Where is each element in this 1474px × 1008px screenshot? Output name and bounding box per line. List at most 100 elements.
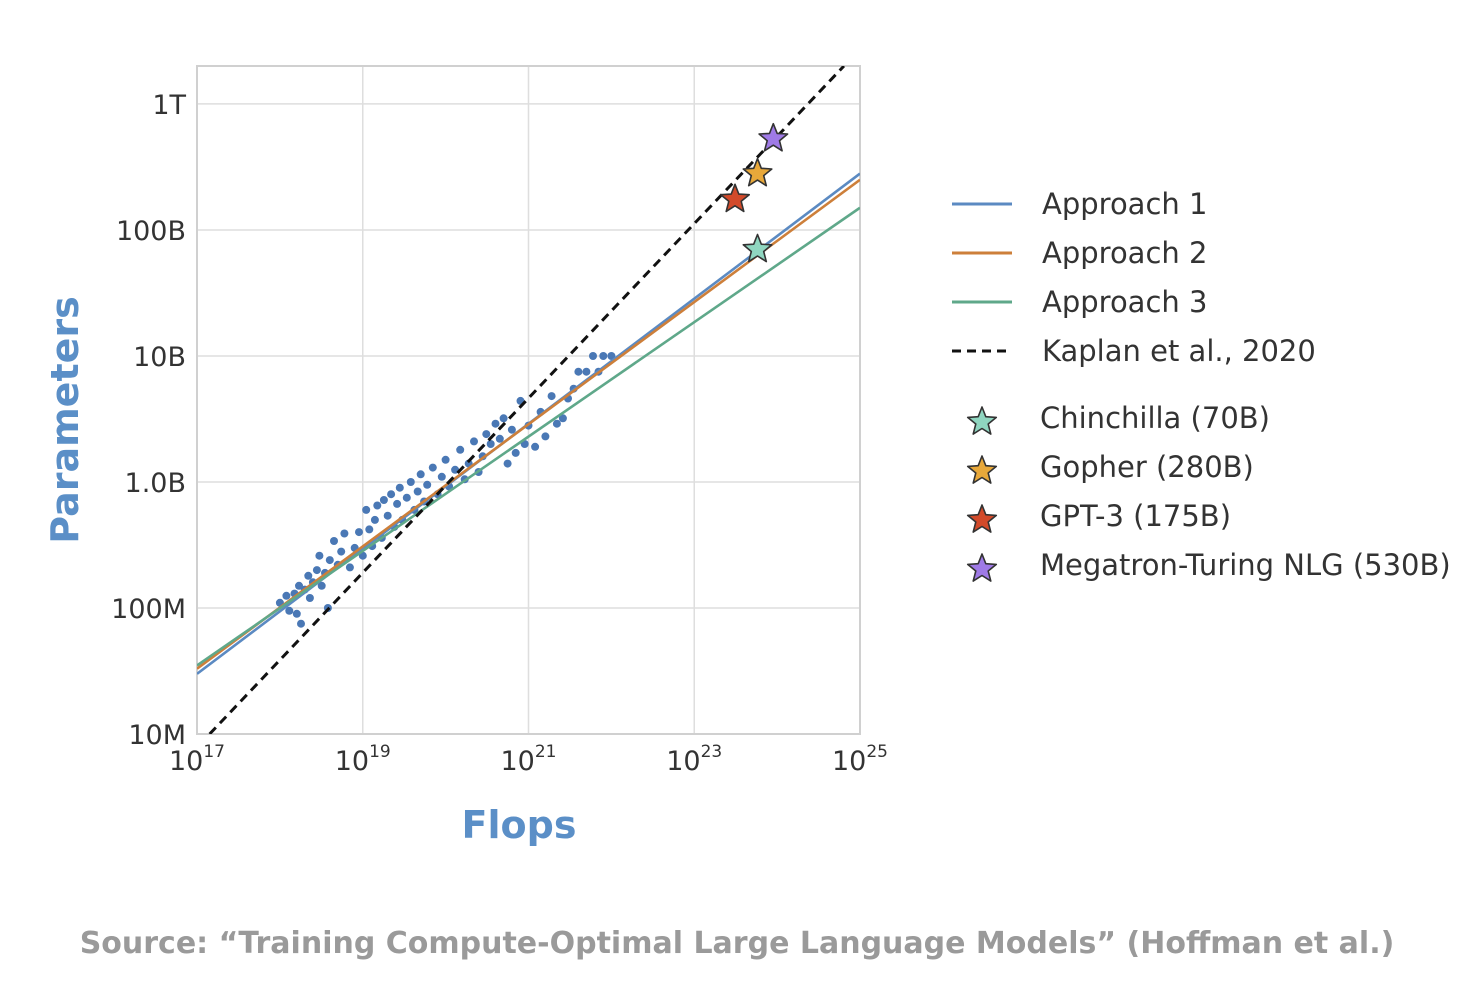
data-point <box>365 525 374 534</box>
x-tick-label: 1025 <box>832 742 888 777</box>
data-point <box>383 511 392 520</box>
x-tick-base: 10 <box>832 746 866 777</box>
x-tick-exponent: 21 <box>535 742 557 762</box>
legend-label: Gopher (280B) <box>1040 450 1254 484</box>
data-point <box>395 483 404 492</box>
legend-label: Megatron-Turing NLG (530B) <box>1040 548 1451 582</box>
data-point <box>413 487 422 496</box>
y-tick-label: 10M <box>128 720 186 751</box>
y-axis-title: Parameters <box>43 296 87 544</box>
y-tick-label: 1.0B <box>125 468 186 499</box>
model-star <box>742 157 773 187</box>
data-point <box>607 352 616 360</box>
data-point <box>285 606 294 615</box>
data-point <box>325 556 334 565</box>
data-point <box>295 581 303 590</box>
data-point <box>292 609 301 618</box>
data-point <box>547 392 556 401</box>
data-point <box>552 419 561 428</box>
data-point <box>406 478 415 486</box>
data-point <box>558 414 567 423</box>
data-point <box>370 515 379 524</box>
legend-label: Chinchilla (70B) <box>1040 401 1270 435</box>
data-point <box>486 440 495 448</box>
series-line <box>197 206 860 667</box>
x-tick-base: 10 <box>169 746 203 777</box>
x-axis-title: Flops <box>462 803 577 847</box>
data-point <box>330 537 338 545</box>
legend-star <box>966 553 998 582</box>
plot-frame <box>196 65 861 735</box>
y-tick-label: 100B <box>116 216 186 247</box>
legend: Approach 1 Approach 2 Approach 3 Kaplan et … <box>952 187 1451 582</box>
x-tick-exponent: 23 <box>701 742 723 762</box>
legend-star <box>966 406 998 435</box>
data-point <box>379 496 388 504</box>
data-point <box>402 493 411 502</box>
model-markers <box>719 122 789 263</box>
data-point <box>495 434 504 443</box>
x-tick-label: 1023 <box>666 742 722 777</box>
model-star <box>758 122 789 152</box>
model-star <box>742 233 773 263</box>
data-point <box>511 448 520 457</box>
source-citation: Source: “Training Compute-Optimal Large … <box>79 926 1395 961</box>
data-point <box>589 352 597 360</box>
data-point <box>599 352 608 360</box>
data-point <box>499 414 508 423</box>
x-tick-labels: 1017 1019 1021 1023 1025 <box>169 742 888 777</box>
data-point <box>456 445 465 454</box>
data-point <box>582 367 591 376</box>
data-point <box>304 571 313 580</box>
data-point <box>507 425 516 434</box>
model-star <box>719 183 750 213</box>
data-point <box>317 581 326 590</box>
legend-label: Approach 1 <box>1042 187 1207 221</box>
y-tick-label: 100M <box>111 594 186 625</box>
data-point <box>491 419 500 428</box>
data-point <box>482 430 491 439</box>
data-point <box>393 499 402 508</box>
x-tick-exponent: 25 <box>866 742 888 762</box>
x-tick-base: 10 <box>335 746 369 777</box>
data-point <box>437 472 446 481</box>
data-point <box>416 470 425 479</box>
y-tick-labels: 10M 100M 1.0B 10B 100B 1T <box>111 90 186 751</box>
legend-label: GPT-3 (175B) <box>1040 499 1231 533</box>
data-point <box>282 591 291 600</box>
data-point <box>503 459 512 468</box>
data-point <box>428 463 437 472</box>
data-point <box>441 455 450 464</box>
x-tick-label: 1017 <box>169 742 225 777</box>
legend-star <box>966 455 998 484</box>
legend-label: Approach 3 <box>1042 285 1207 319</box>
x-tick-label: 1021 <box>501 742 557 777</box>
data-point <box>312 566 321 575</box>
data-point <box>574 367 583 376</box>
y-tick-label: 1T <box>152 90 186 121</box>
data-point <box>362 505 371 514</box>
x-tick-label: 1019 <box>335 742 391 777</box>
data-point <box>373 501 382 510</box>
data-point <box>305 594 314 602</box>
data-point <box>387 490 396 499</box>
data-point <box>345 563 354 572</box>
x-tick-base: 10 <box>666 746 700 777</box>
legend-star <box>966 504 998 533</box>
data-point <box>531 442 540 451</box>
x-tick-exponent: 19 <box>369 742 391 762</box>
data-point <box>541 432 550 441</box>
data-point <box>340 529 349 538</box>
x-tick-exponent: 17 <box>203 742 225 762</box>
data-point <box>315 551 324 560</box>
x-tick-base: 10 <box>501 746 535 777</box>
legend-label: Kaplan et al., 2020 <box>1042 334 1316 368</box>
data-point <box>297 619 305 628</box>
data-point <box>470 437 478 446</box>
data-point <box>337 547 346 556</box>
data-point <box>355 528 363 537</box>
series-line <box>208 66 846 734</box>
legend-label: Approach 2 <box>1042 236 1207 270</box>
data-point <box>423 480 432 489</box>
